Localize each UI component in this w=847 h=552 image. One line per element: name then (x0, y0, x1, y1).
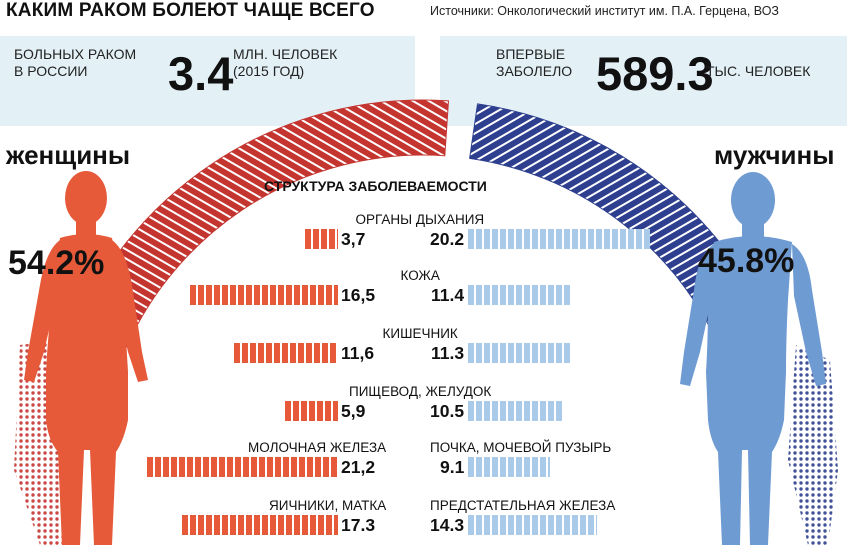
women-category-label: ЯИЧНИКИ, МАТКА (269, 498, 387, 513)
stat-total-unit-line2: (2015 ГОД) (233, 63, 305, 79)
category-label: ОРГАНЫ ДЫХАНИЯ (355, 212, 485, 227)
stat-new-label-line1: ВПЕРВЫЕ (496, 46, 566, 62)
women-value: 5,9 (341, 401, 366, 421)
women-value: 21,2 (341, 457, 376, 477)
stat-new-unit: ТЫС. ЧЕЛОВЕК (706, 63, 811, 79)
women-bar (233, 343, 338, 363)
women-bar (147, 457, 338, 477)
stat-total-unit: МЛН. ЧЕЛОВЕК (2015 ГОД) (233, 46, 337, 80)
men-bar (468, 515, 597, 535)
men-value: 11.4 (431, 285, 465, 305)
stat-total-value: 3.4 (168, 47, 234, 100)
men-value: 14.3 (430, 515, 465, 535)
men-value: 11.3 (431, 343, 465, 363)
stat-new-value: 589.3 (596, 47, 714, 100)
man-figure-icon (680, 172, 838, 545)
category-label: КОЖА (400, 268, 440, 283)
men-bar (468, 285, 571, 305)
women-value: 3,7 (341, 229, 366, 249)
men-category-label: ПРЕДСТАТЕЛЬНАЯ ЖЕЛЕЗА (430, 498, 616, 513)
source-note: Источники: Онкологический институт им. П… (430, 4, 779, 18)
men-share: 45.8% (698, 242, 795, 280)
woman-figure-icon (14, 171, 148, 545)
women-value: 16,5 (341, 285, 376, 305)
category-label: ПИЩЕВОД, ЖЕЛУДОК (349, 384, 492, 399)
women-category-label: МОЛОЧНАЯ ЖЕЛЕЗА (248, 440, 387, 455)
men-value: 10.5 (430, 401, 465, 421)
men-value: 9.1 (440, 457, 465, 477)
women-value: 11,6 (341, 343, 375, 363)
men-label: мужчины (714, 140, 835, 170)
women-bar (284, 401, 338, 421)
stat-new-label-line2: ЗАБОЛЕЛО (496, 63, 573, 79)
men-bar (468, 229, 650, 249)
men-bar (468, 343, 570, 363)
women-bar (189, 285, 338, 305)
stat-total-unit-line1: МЛН. ЧЕЛОВЕК (233, 46, 338, 62)
women-bar (304, 229, 338, 249)
men-bar (468, 457, 550, 477)
women-share: 54.2% (8, 244, 105, 282)
men-category-label: ПОЧКА, МОЧЕВОЙ ПУЗЫРЬ (430, 440, 612, 455)
stat-new-label: ВПЕРВЫЕ ЗАБОЛЕЛО (496, 46, 572, 80)
chart-title: СТРУКТУРА ЗАБОЛЕВАЕМОСТИ (264, 178, 487, 194)
stat-total-label-line1: БОЛЬНЫХ РАКОМ (14, 46, 137, 62)
men-value: 20.2 (430, 229, 465, 249)
women-label: женщины (6, 140, 131, 170)
men-bar (468, 401, 563, 421)
page-title: КАКИМ РАКОМ БОЛЕЮТ ЧАЩЕ ВСЕГО (6, 0, 375, 21)
women-value: 17.3 (341, 515, 376, 535)
stat-total-label: БОЛЬНЫХ РАКОМ В РОССИИ (14, 46, 136, 80)
women-bar (182, 515, 338, 535)
category-label: КИШЕЧНИК (382, 326, 458, 341)
stat-total-label-line2: В РОССИИ (14, 63, 88, 79)
